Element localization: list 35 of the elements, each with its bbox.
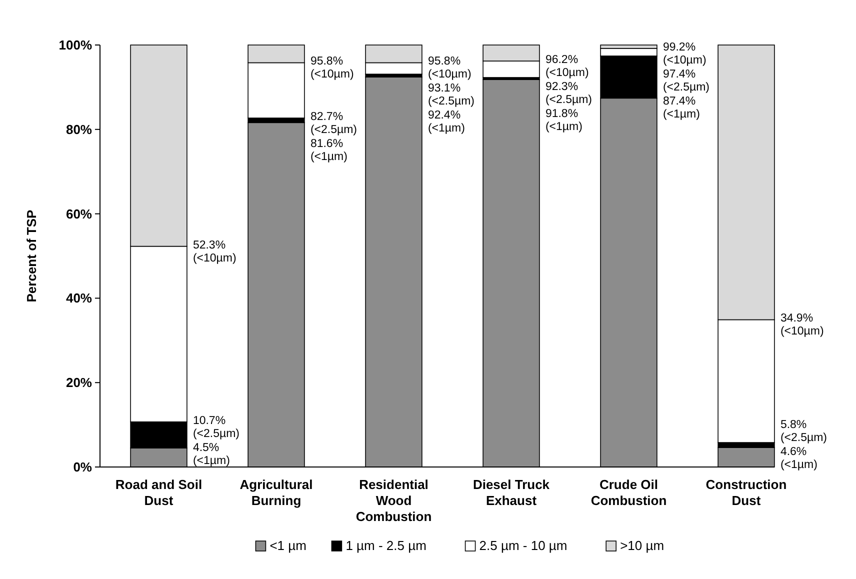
annotation: 87.4% (<1µm) bbox=[662, 95, 700, 120]
x-tick-label: Road and Soil Dust bbox=[115, 477, 202, 508]
annotation: 92.3% (<2.5µm) bbox=[545, 81, 592, 106]
annotation: 91.8% (<1µm) bbox=[545, 108, 583, 134]
y-tick-label: 0% bbox=[73, 460, 92, 474]
legend-label: <1 µm bbox=[270, 538, 306, 553]
annotation: 93.1% (<2.5µm) bbox=[428, 82, 475, 108]
annotation: 96.2% (<10µm) bbox=[545, 54, 589, 80]
annotation: 52.3% (<10µm) bbox=[192, 239, 236, 264]
text: 4.6% (<1µm) bbox=[780, 446, 818, 471]
annotation: 81.6% (<1µm) bbox=[310, 138, 348, 164]
annotation: 92.4% (<1µm) bbox=[428, 110, 466, 135]
x-tick-label: Residential Wood Combustion bbox=[356, 477, 432, 524]
annotation: 82.7% (<2.5µm) bbox=[310, 111, 358, 136]
annotation: 10.7% (<2.5µm) bbox=[192, 414, 240, 440]
y-tick-label: 20% bbox=[66, 375, 92, 390]
legend-label: 1 µm - 2.5 µm bbox=[346, 538, 426, 553]
y-tick-label: 60% bbox=[66, 206, 92, 222]
y-tick-label: 80% bbox=[66, 122, 92, 137]
annotation: 97.4% (<2.5µm) bbox=[662, 68, 710, 94]
x-tick-label: Construction Dust bbox=[706, 477, 787, 508]
legend-label: >10 µm bbox=[620, 538, 664, 553]
text: 5.8% (<2.5µm) bbox=[780, 419, 828, 444]
annotation: 4.5% (<1µm) bbox=[192, 442, 230, 467]
x-tick-label: Crude Oil Combustion bbox=[590, 477, 667, 508]
annotation: 95.8% (<10µm) bbox=[428, 56, 472, 81]
x-tick-label: Agricultural Burning bbox=[240, 477, 313, 508]
y-axis-title: Percent of TSP bbox=[24, 209, 39, 302]
text: 34.9% (<10µm) bbox=[780, 312, 824, 338]
x-tick-label: Diesel Truck Exhaust bbox=[472, 477, 550, 508]
annotation: 99.2% (<10µm) bbox=[662, 41, 706, 66]
legend-label: 2.5 µm - 10 µm bbox=[479, 538, 568, 553]
annotation: 95.8% (<10µm) bbox=[310, 56, 354, 81]
y-tick-label: 40% bbox=[66, 290, 92, 306]
y-tick-label: 100% bbox=[58, 38, 92, 52]
